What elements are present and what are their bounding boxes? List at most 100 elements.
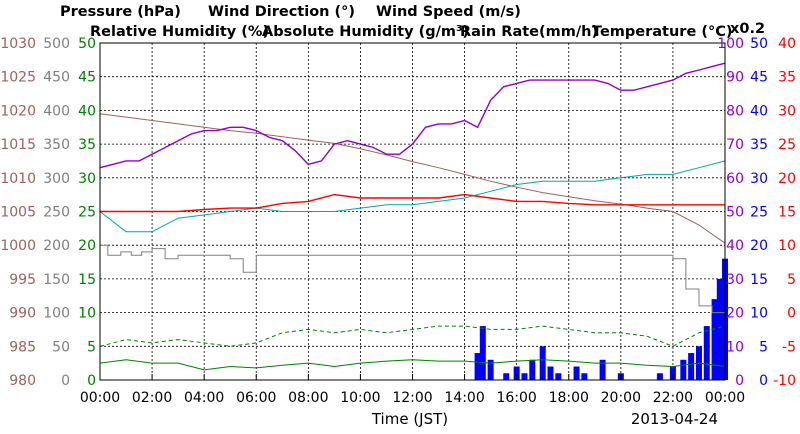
rain-rate-tick-label: 50 [750, 36, 768, 52]
wind-direction-tick-label: 500 [43, 36, 70, 52]
humidity-tick-label: 90 [726, 70, 744, 86]
rain-rate-bar [529, 359, 536, 380]
temperature-tick-label: 30 [778, 103, 796, 119]
x-axis-title: Time (JST) [371, 410, 448, 428]
pressure-tick-label: 980 [9, 373, 36, 389]
x-tick-label: 10:00 [340, 390, 380, 406]
rain-rate-tick-label: 40 [750, 103, 768, 119]
rain-rate-bar [581, 373, 588, 380]
rain-rate-bar [513, 366, 520, 380]
legend-wind-speed: Wind Speed (m/s) [376, 4, 521, 20]
rain-rate-bar [479, 326, 486, 380]
rain-rate-bar [599, 359, 606, 380]
left-axes: 1030102510201015101010051000995990985980… [0, 36, 96, 389]
humidity-tick-label: 60 [726, 171, 744, 187]
wind-direction-tick-label: 250 [43, 205, 70, 221]
winddir-series-line [100, 244, 726, 327]
humidity-tick-label: 70 [726, 137, 744, 153]
humidity-tick-label: 30 [726, 272, 744, 288]
rain-rate-bar [503, 373, 510, 380]
temperature-tick-label: 25 [778, 137, 796, 153]
rain-rate-bar [547, 366, 554, 380]
rain-rate-bar [703, 326, 710, 380]
legend-pressure: Pressure (hPa) [60, 4, 181, 20]
wind-speed-tick-label: 25 [78, 205, 96, 221]
temperature-tick-label: 5 [787, 272, 796, 288]
legend-rain-rate: Rain Rate(mm/h) [460, 24, 598, 40]
date-label: 2013-04-24 [631, 410, 718, 428]
pressure-tick-label: 1010 [0, 171, 36, 187]
pressure-tick-label: 1030 [0, 36, 36, 52]
pressure-tick-label: 1015 [0, 137, 36, 153]
legend-absolute-humidity-factor: x0.2 [730, 21, 765, 37]
legend-wind-direction: Wind Direction (°) [208, 4, 355, 20]
humidity-tick-label: 80 [726, 103, 744, 119]
temperature-tick-label: 10 [778, 238, 796, 254]
wind-speed-tick-label: 15 [78, 272, 96, 288]
windgust-series-line [99, 325, 726, 347]
wind-direction-tick-label: 300 [43, 171, 70, 187]
humidity-tick-label: 20 [726, 306, 744, 322]
x-tick-label: 00:00 [705, 390, 745, 406]
rain-rate-tick-label: 30 [750, 171, 768, 187]
wind-speed-tick-label: 50 [78, 36, 96, 52]
pressure-tick-label: 1000 [0, 238, 36, 254]
rain-rate-bar [474, 353, 481, 380]
legend-absolute-humidity: Absolute Humidity (g/m³) [262, 24, 469, 40]
x-tick-label: 06:00 [236, 390, 276, 406]
pressure-tick-label: 990 [9, 306, 36, 322]
rain-rate-tick-label: 0 [759, 373, 768, 389]
rain-rate-bar [711, 299, 718, 380]
pressure-tick-label: 985 [9, 339, 36, 355]
rain-rate-bar [656, 373, 663, 380]
rain-rate-tick-label: 25 [750, 205, 768, 221]
rain-rate-tick-label: 5 [759, 339, 768, 355]
rain-rate-tick-label: 35 [750, 137, 768, 153]
wind-speed-tick-label: 5 [87, 339, 96, 355]
pressure-tick-label: 1005 [0, 205, 36, 221]
right-axes: 1009080706050403020100504540353025201510… [717, 36, 796, 389]
temperature-tick-label: 0 [787, 306, 796, 322]
x-tick-label: 02:00 [132, 390, 172, 406]
wind-direction-tick-label: 350 [43, 137, 70, 153]
x-tick-label: 22:00 [653, 390, 693, 406]
temperature-tick-label: -10 [773, 373, 796, 389]
wind-direction-tick-label: 400 [43, 103, 70, 119]
temperature-tick-label: 40 [778, 36, 796, 52]
rain-rate-bar [669, 366, 676, 380]
wind-direction-tick-label: 100 [43, 306, 70, 322]
legend: Pressure (hPa) Wind Direction (°) Wind S… [60, 4, 765, 40]
x-tick-label: 04:00 [184, 390, 224, 406]
rain-rate-bar [555, 373, 562, 380]
x-tick-label: 08:00 [288, 390, 328, 406]
x-axis: 00:00 02:00 04:00 06:00 08:00 10:00 12:00 14:00… [80, 374, 745, 406]
pressure-tick-label: 1025 [0, 70, 36, 86]
humidity-tick-label: 40 [726, 238, 744, 254]
rain-rate-bar [539, 346, 546, 380]
pressure-tick-label: 1020 [0, 103, 36, 119]
x-tick-label: 14:00 [444, 390, 484, 406]
temperature-tick-label: 15 [778, 205, 796, 221]
temperature-tick-label: 35 [778, 70, 796, 86]
wind-direction-tick-label: 150 [43, 272, 70, 288]
wind-speed-tick-label: 45 [78, 70, 96, 86]
rain-rate-tick-label: 15 [750, 272, 768, 288]
wind-direction-tick-label: 50 [52, 339, 70, 355]
humidity-series-line [99, 62, 726, 169]
x-tick-label: 16:00 [496, 390, 536, 406]
x-tick-label: 20:00 [601, 390, 641, 406]
rain-rate-bar [521, 373, 528, 380]
windspeed-series-line [99, 359, 726, 371]
wind-direction-tick-label: 200 [43, 238, 70, 254]
x-tick-label: 00:00 [80, 390, 120, 406]
humidity-tick-label: 50 [726, 205, 744, 221]
humidity-tick-label: 0 [735, 373, 744, 389]
wind-direction-tick-label: 0 [61, 373, 70, 389]
rain-rate-bar [573, 366, 580, 380]
wind-direction-tick-label: 450 [43, 70, 70, 86]
rain-rate-bar [688, 353, 695, 380]
temperature-tick-label: 20 [778, 171, 796, 187]
rain-rate-bar [716, 278, 723, 380]
wind-speed-tick-label: 30 [78, 171, 96, 187]
